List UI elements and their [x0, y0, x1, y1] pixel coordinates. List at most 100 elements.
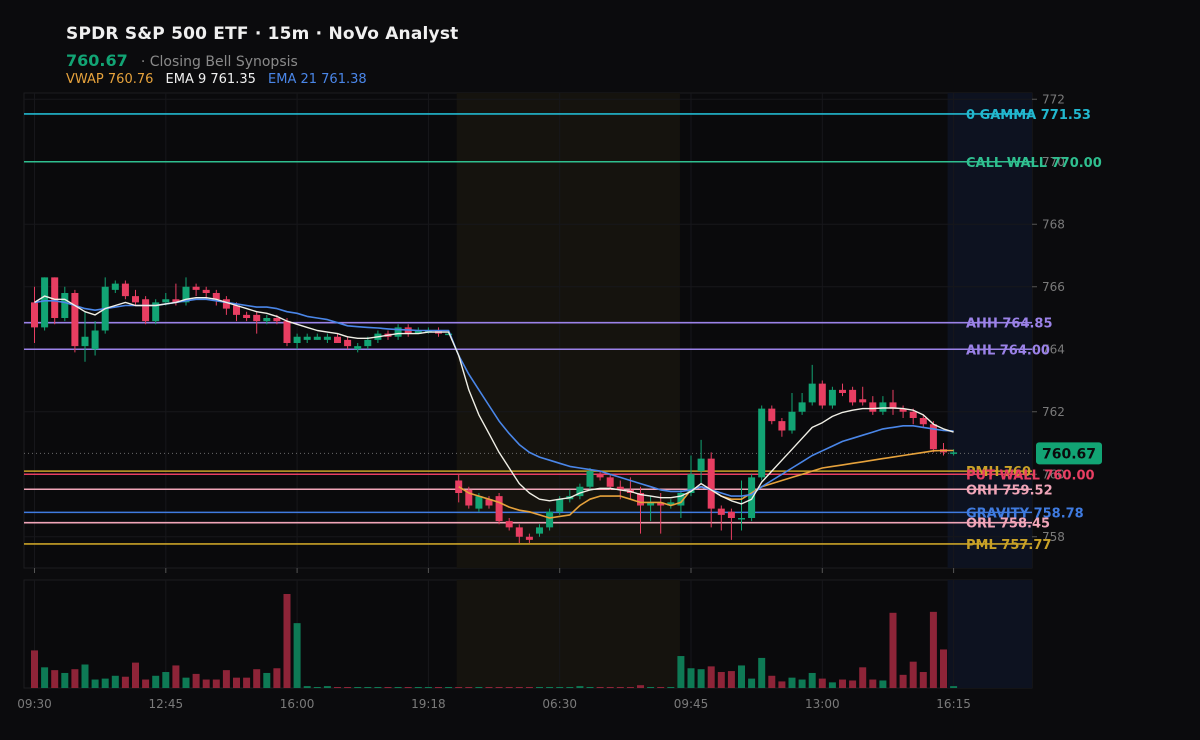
candle-body: [667, 502, 675, 506]
volume-bar: [475, 687, 483, 688]
volume-bar: [879, 680, 887, 688]
x-tick-label: 13:00: [805, 697, 840, 711]
volume-bar: [778, 681, 786, 688]
level-label: 0 GAMMA 771.53: [966, 108, 1091, 123]
candle-body: [909, 411, 917, 418]
candle-body: [899, 408, 907, 412]
volume-bar: [940, 649, 947, 688]
volume-bar: [808, 672, 816, 688]
candle-body: [879, 402, 887, 412]
candle-body: [253, 314, 261, 322]
overnight-session: [456, 580, 680, 688]
candle-body: [111, 283, 119, 290]
volume-bar: [51, 670, 59, 688]
candle-body: [748, 477, 756, 518]
candle-body: [293, 336, 301, 343]
indicator-legend: VWAP 760.76 EMA 9 761.35 EMA 21 761.38: [66, 72, 375, 87]
volume-bar: [192, 673, 200, 688]
volume-bar: [293, 623, 301, 688]
ema9-line: [34, 295, 954, 505]
candle-body: [313, 336, 321, 340]
volume-bar: [344, 687, 352, 688]
candle-body: [536, 527, 543, 534]
volume-bar: [243, 677, 251, 688]
candle-body: [828, 389, 836, 406]
y-tick-label: 770: [1042, 155, 1065, 169]
volume-bar: [950, 686, 958, 688]
volume-bar: [465, 687, 473, 688]
candle-body: [929, 424, 937, 450]
candle-body: [172, 299, 180, 303]
volume-bar: [505, 687, 513, 688]
candle-body: [495, 496, 503, 522]
candle-body: [525, 536, 533, 540]
candle-body: [121, 283, 129, 297]
level-label: PUT WALL 760.00: [966, 468, 1095, 483]
volume-bar: [101, 678, 109, 688]
candle-body: [637, 493, 644, 506]
candle-body: [41, 277, 49, 328]
volume-bar: [142, 679, 150, 688]
candle-body: [364, 339, 372, 347]
candle-body: [596, 474, 604, 478]
x-tick-label: 09:30: [17, 697, 52, 711]
candle-body: [445, 333, 453, 336]
volume-bar: [162, 672, 170, 688]
candle-body: [283, 321, 291, 343]
volume-bar: [899, 674, 907, 688]
candle-body: [778, 421, 786, 431]
candle-body: [354, 346, 362, 350]
candle-body: [71, 293, 79, 347]
candle-body: [344, 339, 352, 347]
volume-bar: [818, 678, 826, 688]
candle-body: [81, 336, 89, 347]
volume-bar: [495, 687, 503, 688]
volume-bar: [121, 676, 129, 688]
candle-body: [798, 402, 806, 412]
price-row: 760.67 · Closing Bell Synopsis: [66, 51, 298, 70]
volume-bar: [445, 687, 453, 688]
candle-body: [707, 458, 715, 509]
candle-body: [192, 286, 200, 290]
volume-bar: [546, 687, 554, 688]
volume-bar: [303, 686, 311, 688]
candle-body: [556, 499, 564, 512]
volume-bar: [849, 680, 857, 688]
candle-body: [142, 299, 150, 322]
candle-body: [687, 474, 695, 493]
candle-body: [586, 471, 594, 487]
volume-bar: [667, 687, 675, 688]
candle-body: [717, 508, 725, 515]
volume-bar: [687, 668, 695, 688]
candle-body: [61, 293, 69, 318]
volume-bar: [727, 671, 735, 688]
volume-bar: [768, 675, 776, 688]
level-label: CALL WALL 770.00: [966, 156, 1102, 171]
candle-body: [859, 399, 867, 403]
candle-body: [758, 408, 766, 478]
candle-body: [132, 296, 139, 303]
volume-bar: [41, 667, 49, 688]
volume-bar: [323, 686, 331, 688]
volume-bar: [657, 687, 665, 688]
volume-bar: [717, 672, 725, 688]
candle-body: [91, 330, 99, 350]
y-tick-label: 758: [1042, 530, 1065, 544]
x-tick-label: 19:18: [411, 697, 446, 711]
candle-body: [818, 383, 826, 406]
volume-bar: [424, 687, 432, 688]
candle-body: [51, 277, 59, 318]
ema21-line: [34, 298, 954, 497]
volume-bar: [616, 687, 624, 688]
volume-bar: [414, 687, 422, 688]
volume-bar: [263, 672, 271, 688]
candle-body: [515, 527, 523, 537]
volume-bar: [435, 687, 442, 688]
volume-bar: [485, 687, 493, 688]
level-label: PMH 760.: [966, 465, 1036, 480]
volume-bar: [172, 665, 180, 688]
candle-body: [647, 502, 655, 506]
candle-body: [475, 496, 483, 509]
volume-bar: [909, 661, 917, 688]
